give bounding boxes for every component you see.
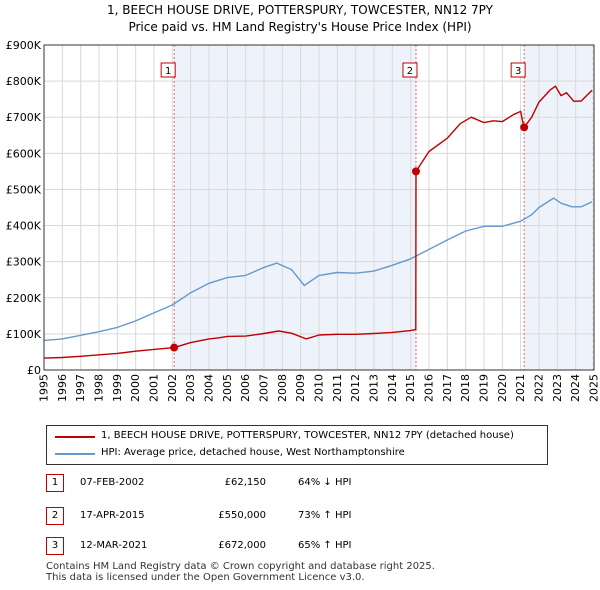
x-tick-label: 2018 (459, 374, 472, 402)
chart-title: 1, BEECH HOUSE DRIVE, POTTERSPURY, TOWCE… (107, 3, 493, 17)
transaction-hpi: 73% ↑ HPI (298, 510, 352, 521)
legend: 1, BEECH HOUSE DRIVE, POTTERSPURY, TOWCE… (46, 425, 548, 465)
x-tick-label: 1996 (56, 374, 69, 402)
legend-swatch-property (55, 436, 95, 438)
sale-point-1 (170, 343, 179, 352)
x-tick-label: 2014 (386, 374, 399, 402)
x-tick-label: 1998 (93, 374, 106, 402)
x-tick-label: 2008 (276, 374, 289, 402)
transaction-date: 17-APR-2015 (80, 510, 145, 521)
price-chart: 1 2 3 £0 £100K £200K £300K £400K £500K £600K £700… (6, 39, 600, 402)
sale-point-2 (411, 167, 420, 176)
forecast-hatch (592, 45, 594, 370)
transaction-date: 07-FEB-2002 (80, 477, 145, 488)
x-tick-label: 2020 (496, 374, 509, 402)
x-tick-label: 1999 (111, 374, 124, 402)
x-tick-label: 2006 (239, 374, 252, 402)
sale-marker-box-1 (160, 62, 176, 78)
x-tick-label: 2013 (368, 374, 381, 402)
plot-frame (43, 44, 595, 371)
x-tick-label: 2000 (129, 374, 142, 402)
transaction-number: 2 (46, 507, 64, 525)
sale-point-3 (520, 123, 529, 132)
x-tick-label: 2015 (404, 374, 417, 402)
sale-marker-label-1: 1 (165, 66, 171, 77)
x-tick-label: 2012 (349, 374, 362, 402)
chart-subtitle: Price paid vs. HM Land Registry's House … (128, 20, 472, 34)
x-tick-label: 2022 (533, 374, 546, 402)
x-tick-label: 2023 (551, 374, 564, 402)
y-tick-label: £100K (6, 328, 42, 341)
y-tick-label: £900K (6, 39, 42, 52)
transaction-price: £672,000 (218, 540, 266, 551)
y-tick-label: £800K (6, 75, 42, 88)
x-tick-label: 1995 (38, 374, 51, 402)
y-tick-label: £700K (6, 111, 42, 124)
sale-marker-label-2: 2 (407, 66, 413, 77)
y-tick-label: £400K (6, 220, 42, 233)
sale-marker-label-3: 3 (515, 66, 521, 77)
footer-licence: This data is licensed under the Open Gov… (46, 572, 365, 583)
x-tick-label: 1997 (74, 374, 87, 402)
transaction-hpi: 64% ↓ HPI (298, 477, 352, 488)
x-tick-label: 2025 (588, 374, 600, 402)
x-tick-label: 2010 (313, 374, 326, 402)
x-tick-label: 2004 (203, 374, 216, 402)
x-tick-label: 2003 (184, 374, 197, 402)
transaction-hpi: 65% ↑ HPI (298, 540, 352, 551)
hpi-line (43, 197, 593, 342)
transaction-price: £62,150 (224, 477, 266, 488)
x-tick-label: 2009 (294, 374, 307, 402)
footer-copyright: Contains HM Land Registry data © Crown c… (46, 561, 435, 572)
transaction-price: £550,000 (218, 510, 266, 521)
y-tick-label: £200K (6, 292, 42, 305)
x-tick-label: 2001 (148, 374, 161, 402)
shaded-period-2 (524, 45, 594, 370)
legend-label-hpi: HPI: Average price, detached house, West… (101, 447, 405, 458)
y-tick-label: £600K (6, 147, 42, 160)
x-tick-label: 2016 (423, 374, 436, 402)
transaction-number: 3 (46, 537, 64, 555)
x-tick-label: 2007 (258, 374, 271, 402)
property-price-line (43, 85, 593, 359)
y-tick-label: £500K (6, 183, 42, 196)
y-tick-label: £300K (6, 256, 42, 269)
x-tick-label: 2017 (441, 374, 454, 402)
transaction-number: 1 (46, 474, 64, 492)
x-tick-label: 2024 (569, 374, 582, 402)
x-tick-label: 2011 (331, 374, 344, 402)
sale-marker-box-2 (402, 62, 418, 78)
shaded-period-1 (174, 45, 416, 370)
x-tick-label: 2021 (514, 374, 527, 402)
x-tick-label: 2019 (478, 374, 491, 402)
x-tick-label: 2002 (166, 374, 179, 402)
x-tick-label: 2005 (221, 374, 234, 402)
legend-swatch-hpi (55, 453, 95, 455)
legend-label-property: 1, BEECH HOUSE DRIVE, POTTERSPURY, TOWCE… (101, 430, 514, 441)
sale-marker-box-3 (510, 62, 526, 78)
transaction-date: 12-MAR-2021 (80, 540, 148, 551)
y-tick-label: £0 (27, 364, 41, 377)
